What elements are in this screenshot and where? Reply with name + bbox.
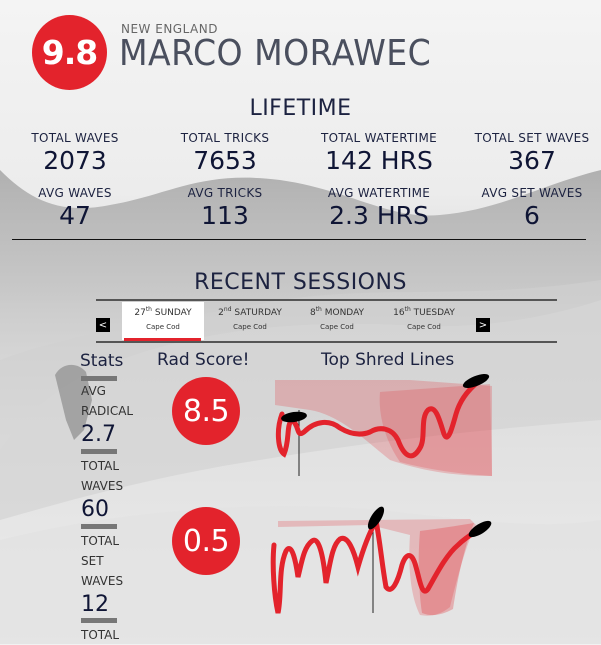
surfboard-icon [367,506,385,530]
next-session-button[interactable]: > [476,318,490,332]
side-stat-value: 2.7 [81,422,116,447]
side-stat-label: TOTAL [81,459,120,473]
side-stat-label: WAVES [81,574,124,588]
stat-value: 7653 [193,146,257,175]
stat-separator [81,524,117,529]
rad-score-badge: 0.5 [172,507,240,575]
session-tab-16-tuesday[interactable]: 16th TUESDAY Cape Cod [383,306,465,331]
stat-label: TOTAL WAVES [31,131,119,145]
stat-avg-waves: AVG WAVES 47 [0,186,150,230]
surfboard-icon [468,520,492,538]
stat-label: AVG WATERTIME [327,186,431,200]
stat-label: TOTAL WATERTIME [320,131,438,145]
side-stat-label: WAVES [81,479,124,493]
session-tab-8-monday[interactable]: 8th MONDAY Cape Cod [296,306,378,331]
session-location: Cape Cod [407,323,441,331]
stat-avg-watertime: AVG WATERTIME 2.3 HRS [304,186,454,230]
recent-sessions-heading: RECENT SESSIONS [194,270,407,295]
stat-label: AVG SET WAVES [481,186,583,200]
session-date: 27th SUNDAY [134,306,192,318]
session-tab-2-saturday[interactable]: 2nd SATURDAY Cape Cod [209,306,291,331]
profile-score-badge: 9.8 [32,15,107,90]
prev-session-button[interactable]: < [96,318,110,332]
session-location: Cape Cod [233,323,267,331]
active-tab-indicator [124,338,201,342]
side-stat-label: AVG [81,384,106,398]
session-tab-27-sunday[interactable]: 27th SUNDAY Cape Cod [122,302,204,340]
surfboard-icon [281,411,307,423]
divider [96,299,557,301]
rad-score-badge: 8.5 [172,377,240,445]
side-stat-value: 60 [81,497,109,522]
stat-separator [81,376,117,381]
stat-value: 367 [508,146,556,175]
shred-lines-heading: Top Shred Lines [321,350,455,370]
stat-label: TOTAL SET WAVES [474,131,590,145]
stat-avg-tricks: AVG TRICKS 113 [150,186,300,230]
shred-area [379,384,492,476]
stat-value: 2073 [43,146,107,175]
session-date: 2nd SATURDAY [218,306,282,318]
side-stat-label: TOTAL [81,628,120,642]
stat-total-watertime: TOTAL WATERTIME 142 HRS [304,131,454,175]
stat-avg-set-waves: AVG SET WAVES 6 [457,186,601,230]
stat-separator [81,449,117,454]
stat-value: 6 [524,201,540,230]
stat-total-set-waves: TOTAL SET WAVES 367 [457,131,601,175]
rad-score-heading: Rad Score! [157,350,250,370]
stat-value: 2.3 HRS [329,201,429,230]
stat-label: AVG TRICKS [187,186,263,200]
divider [96,341,557,343]
lifetime-heading: LIFETIME [249,96,352,121]
session-date: 8th MONDAY [309,306,365,318]
side-stat-label: SET [81,554,104,568]
stats-heading: Stats [80,351,124,371]
surfboard-icon [462,374,490,388]
shred-line-graph [275,374,492,476]
session-location: Cape Cod [146,323,180,331]
stat-label: AVG WAVES [38,186,112,200]
session-location: Cape Cod [320,323,354,331]
stat-label: TOTAL TRICKS [180,131,270,145]
stat-total-waves: TOTAL WAVES 2073 [0,131,150,175]
region-label: NEW ENGLAND [121,22,218,36]
stat-value: 47 [59,201,91,230]
stat-total-tricks: TOTAL TRICKS 7653 [150,131,300,175]
stat-separator [81,618,117,623]
divider [12,239,586,240]
shred-line-graph [270,506,492,616]
side-stat-label: RADICAL [81,404,134,418]
side-stat-label: TOTAL [81,534,120,548]
stat-value: 113 [201,201,249,230]
session-date: 16th TUESDAY [393,306,455,318]
shred-line [270,513,483,614]
athlete-name: MARCO MORAWEC [119,33,432,74]
side-stat-value: 12 [81,592,109,617]
stat-value: 142 HRS [325,146,433,175]
